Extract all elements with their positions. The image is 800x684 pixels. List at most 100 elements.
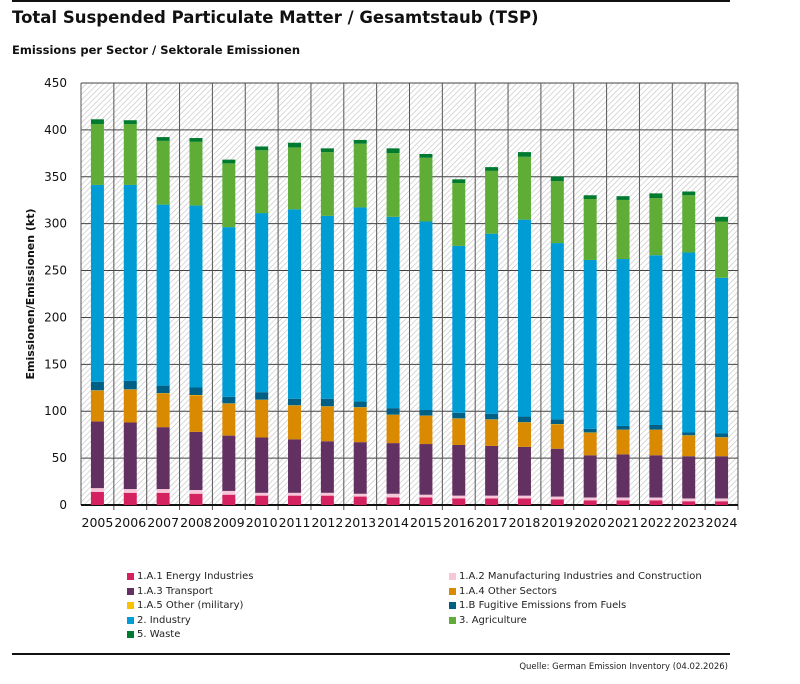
x-tick-label: 2022 xyxy=(640,515,672,530)
bar-segment xyxy=(649,500,663,505)
bar-segment xyxy=(288,439,302,493)
bar-segment xyxy=(485,419,499,446)
x-tick-label: 2021 xyxy=(607,515,639,530)
bar-segment xyxy=(386,216,400,409)
bar-segment xyxy=(90,184,104,382)
bar-segment xyxy=(517,495,531,499)
bar-segment xyxy=(288,495,302,505)
bar-segment xyxy=(386,408,400,415)
bar-segment xyxy=(649,193,663,199)
legend-swatch xyxy=(449,616,456,624)
bar-segment xyxy=(616,425,630,430)
legend-swatch xyxy=(127,587,134,595)
bar-segment xyxy=(353,401,367,408)
bar-segment xyxy=(156,489,170,493)
bar-segment xyxy=(222,403,236,436)
bar-segment xyxy=(353,407,367,443)
bar-segment xyxy=(452,495,466,499)
bar-segment xyxy=(222,159,236,164)
bar-segment xyxy=(452,498,466,505)
bar-segment xyxy=(386,148,400,154)
legend-item: 1.A.2 Manufacturing Industries and Const… xyxy=(449,571,702,582)
bar-segment xyxy=(386,493,400,498)
y-tick-label: 50 xyxy=(52,451,67,465)
bar-segment xyxy=(419,494,433,498)
bar-segment xyxy=(485,170,499,234)
bar-segment xyxy=(156,385,170,394)
bar-segment xyxy=(320,215,334,399)
source-note: Quelle: German Emission Inventory (04.02… xyxy=(519,662,728,672)
legend-swatch xyxy=(449,602,456,609)
bar-segment xyxy=(419,415,433,445)
bar-segment xyxy=(715,433,729,438)
bar-segment xyxy=(550,424,564,449)
bar-segment xyxy=(583,432,597,456)
bar-segment xyxy=(616,429,630,455)
bar-segment xyxy=(583,259,597,429)
legend-item: 1.A.3 Transport xyxy=(127,586,213,597)
bar-segment xyxy=(123,492,137,505)
bar-segment xyxy=(517,446,531,496)
bar-segment xyxy=(419,157,433,222)
legend-label: 1.A.4 Other Sectors xyxy=(459,585,557,597)
bar-segment xyxy=(320,152,334,216)
bar-segment xyxy=(419,444,433,495)
x-tick-label: 2011 xyxy=(279,515,311,530)
bar-segment xyxy=(90,119,104,124)
legend-item: 3. Agriculture xyxy=(449,615,527,626)
bar-segment xyxy=(616,454,630,498)
x-tick-label: 2018 xyxy=(509,515,541,530)
y-tick-label: 400 xyxy=(44,123,67,137)
bar-segment xyxy=(682,191,696,196)
bar-segment xyxy=(353,139,367,144)
legend-swatch xyxy=(449,587,456,595)
bar-segment xyxy=(123,123,137,185)
chart-title: Total Suspended Particulate Matter / Ges… xyxy=(12,8,539,27)
bar-segment xyxy=(189,489,203,494)
bar-segment xyxy=(156,137,170,141)
x-tick-label: 2024 xyxy=(706,515,738,530)
bar-segment xyxy=(156,204,170,386)
legend-item: 5. Waste xyxy=(127,629,180,640)
bar-segment xyxy=(682,435,696,457)
bar-segment xyxy=(255,146,269,151)
y-tick-label: 350 xyxy=(44,170,67,184)
bar-segment xyxy=(649,425,663,430)
bar-segment xyxy=(616,497,630,501)
bar-segment xyxy=(189,493,203,505)
bar-segment xyxy=(517,498,531,505)
bar-segment xyxy=(715,501,729,505)
bar-segment xyxy=(517,422,531,447)
bar-segment xyxy=(353,496,367,505)
bar-segment xyxy=(156,492,170,505)
bar-segment xyxy=(550,181,564,244)
bar-segment xyxy=(222,494,236,505)
bar-segment xyxy=(255,495,269,505)
x-tick-label: 2008 xyxy=(180,515,212,530)
bar-segment xyxy=(682,456,696,499)
x-tick-label: 2006 xyxy=(114,515,146,530)
bar-segment xyxy=(320,492,334,496)
bar-segment xyxy=(682,498,696,502)
bar-segment xyxy=(123,184,137,381)
bar-segment xyxy=(255,213,269,393)
legend-label: 1.A.5 Other (military) xyxy=(137,600,244,611)
bar-segment xyxy=(189,387,203,395)
legend-label: 2. Industry xyxy=(137,614,191,626)
bar-segment xyxy=(550,496,564,500)
bar-segment xyxy=(452,179,466,184)
x-tick-label: 2005 xyxy=(82,515,114,530)
legend-swatch xyxy=(127,602,134,609)
legend-item: 1.B Fugitive Emissions from Fuels xyxy=(449,600,626,611)
bar-segment xyxy=(123,422,137,490)
bar-segment xyxy=(386,443,400,494)
bar-segment xyxy=(189,141,203,206)
bar-segment xyxy=(616,199,630,260)
bar-segment xyxy=(419,497,433,505)
bar-segment xyxy=(320,148,334,153)
bar-segment xyxy=(90,381,104,391)
bar-segment xyxy=(583,500,597,505)
bar-segment xyxy=(682,432,696,436)
legend-swatch xyxy=(127,573,134,580)
bar-segment xyxy=(517,416,531,423)
